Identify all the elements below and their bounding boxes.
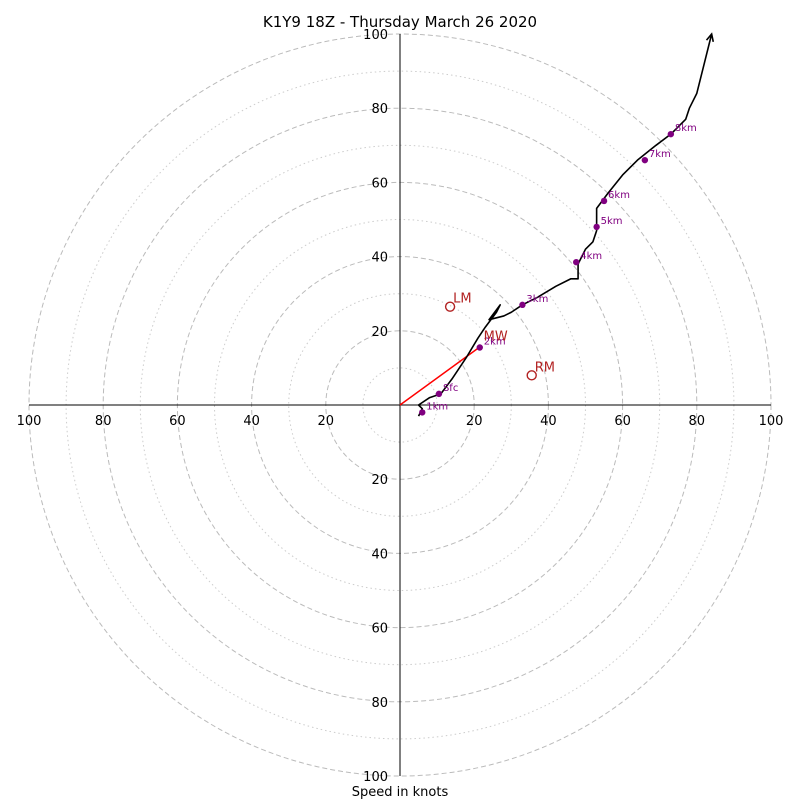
- y-tick-label-9: 100: [363, 770, 388, 785]
- x-tick-label-9: 100: [759, 414, 784, 429]
- x-tick-label-5: 20: [466, 414, 483, 429]
- height-marker-label-4: 4km: [580, 251, 602, 262]
- mean-wind-label: MW: [484, 330, 508, 345]
- height-marker-1: [435, 390, 443, 398]
- storm-motion-marker-1: [526, 370, 537, 381]
- x-tick-label-0: 100: [17, 414, 42, 429]
- storm-motion-label-1: RM: [535, 360, 555, 375]
- height-marker-5: [593, 223, 600, 231]
- height-marker-4: [573, 258, 580, 266]
- height-marker-label-8: 8km: [675, 123, 697, 134]
- storm-motion-marker-0: [444, 301, 456, 312]
- height-marker-label-2: 2km: [484, 336, 506, 347]
- storm-motion-label-0: LM: [453, 292, 471, 307]
- tick-labels: 100 80 60 40 20 20 40 60 80 100 100 80 60 40 20 20 40 60 8…: [17, 28, 784, 785]
- hodograph-arrow-head: [705, 32, 715, 42]
- height-marker-8: [667, 130, 675, 138]
- x-tick-label-1: 80: [95, 414, 112, 429]
- x-tick-label-2: 60: [169, 414, 186, 429]
- x-tick-label-4: 20: [318, 414, 335, 429]
- y-tick-label-1: 80: [371, 102, 388, 117]
- height-marker-label-5: 5km: [601, 216, 623, 227]
- height-marker-7: [641, 156, 649, 164]
- x-tick-label-7: 60: [614, 414, 631, 429]
- height-marker-0: [419, 409, 426, 416]
- height-marker-label-0: 1km: [426, 401, 448, 412]
- y-tick-label-0: 100: [363, 28, 388, 43]
- storm-motion-markers: LM RM MW: [444, 292, 555, 381]
- height-marker-3: [519, 301, 526, 309]
- y-tick-label-8: 80: [371, 696, 388, 711]
- height-markers: 1km Sfc 2km 3km 4km 5km 6km 7km 8km: [419, 123, 697, 416]
- y-tick-label-2: 60: [371, 176, 388, 191]
- height-marker-label-7: 7km: [649, 149, 671, 160]
- y-tick-label-4: 20: [371, 325, 388, 340]
- y-tick-label-7: 60: [371, 622, 388, 637]
- x-tick-label-3: 40: [243, 414, 260, 429]
- height-marker-label-6: 6km: [608, 190, 630, 201]
- y-tick-label-3: 40: [371, 251, 388, 266]
- x-axis-label: Speed in knots: [352, 785, 449, 800]
- hodograph-line: [417, 33, 713, 417]
- y-tick-label-6: 40: [371, 547, 388, 562]
- height-marker-2: [476, 344, 483, 351]
- x-tick-label-6: 40: [540, 414, 557, 429]
- height-marker-label-3: 3km: [526, 294, 548, 305]
- height-marker-label-1: Sfc: [443, 383, 458, 394]
- y-tick-label-5: 20: [371, 473, 388, 488]
- height-marker-6: [600, 197, 608, 205]
- chart-title: K1Y9 18Z - Thursday March 26 2020: [263, 13, 537, 31]
- x-tick-label-8: 80: [689, 414, 706, 429]
